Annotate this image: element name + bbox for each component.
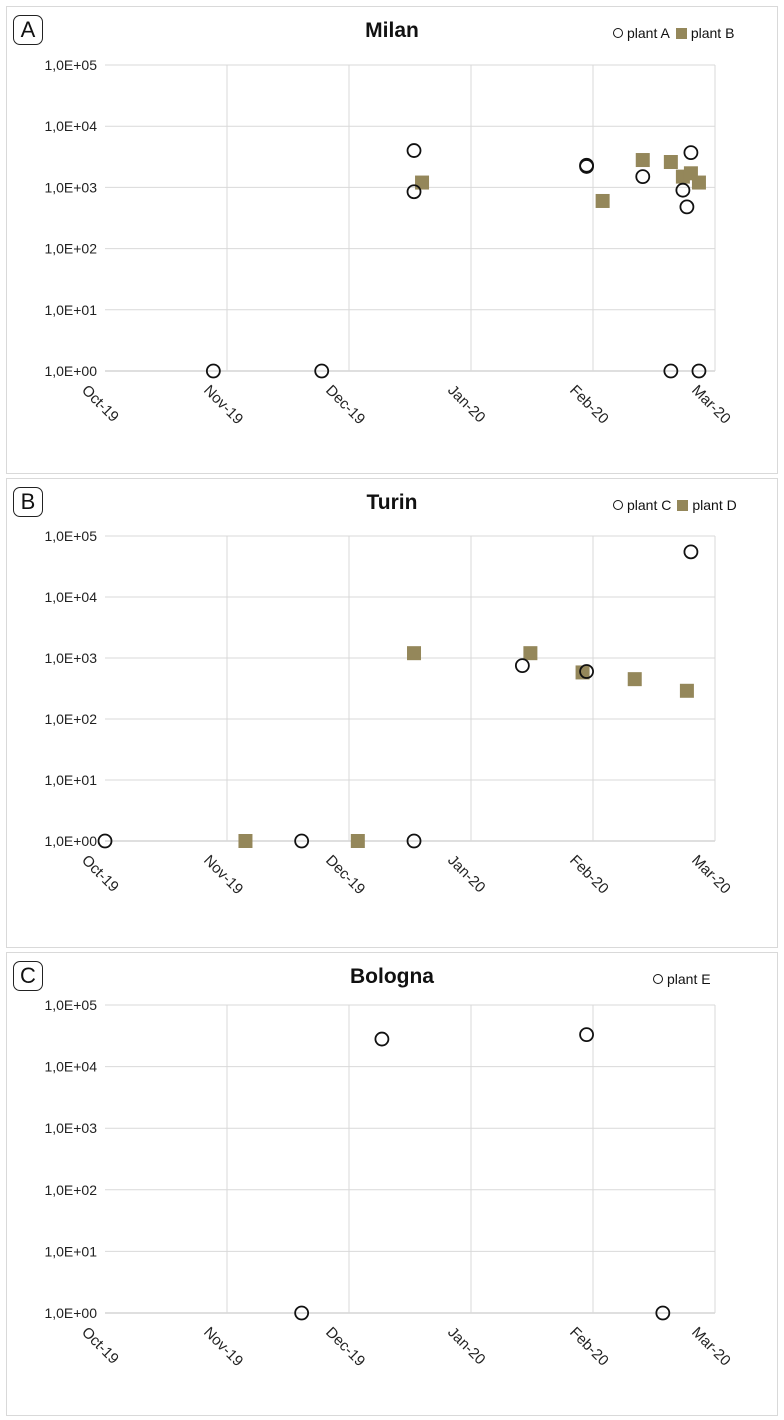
data-point-square: [415, 175, 430, 190]
data-point-circle: [579, 159, 594, 174]
y-tick-label: 1,0E+02: [44, 241, 97, 257]
x-tick-label: Mar-20: [688, 852, 734, 898]
x-tick-label: Dec-19: [322, 852, 368, 898]
chart-legend: plant E: [647, 971, 711, 987]
data-point-square: [627, 672, 642, 687]
chart-title: Milan: [365, 19, 419, 42]
x-tick-label: Mar-20: [688, 382, 734, 428]
data-point-square: [238, 834, 253, 848]
x-tick-label: Oct-19: [78, 1324, 122, 1368]
y-tick-label: 1,0E+00: [44, 833, 97, 849]
legend-item-plant-d: plant D: [677, 497, 737, 513]
legend-item-plant-c: plant C: [613, 497, 671, 513]
data-point-circle: [683, 145, 699, 161]
data-point-circle: [314, 363, 330, 379]
data-point-circle: [579, 1027, 594, 1043]
data-point-circle: [655, 1305, 671, 1321]
y-tick-label: 1,0E+04: [44, 118, 97, 134]
legend-label: plant A: [627, 25, 670, 41]
chart-title: Turin: [366, 491, 418, 514]
x-tick-label: Feb-20: [566, 852, 612, 898]
chart-legend: plant A plant B: [607, 25, 734, 41]
data-point-square: [523, 646, 538, 661]
data-point-square: [595, 193, 610, 208]
y-tick-label: 1,0E+00: [44, 1305, 97, 1321]
x-tick-label: Feb-20: [566, 1324, 612, 1370]
legend-item-plant-e: plant E: [653, 971, 711, 987]
legend-label: plant D: [692, 497, 737, 513]
data-point-circle: [97, 833, 113, 849]
data-point-circle: [635, 169, 651, 185]
y-tick-label: 1,0E+04: [44, 589, 97, 605]
x-tick-label: Feb-20: [566, 382, 612, 428]
x-tick-label: Oct-19: [78, 382, 122, 426]
x-tick-label: Mar-20: [688, 1324, 734, 1370]
x-tick-label: Nov-19: [200, 852, 246, 898]
panel-label: C: [13, 961, 43, 991]
legend-label: plant B: [690, 25, 735, 41]
legend-item-plant-b: plant B: [675, 25, 735, 41]
legend-label: plant C: [627, 497, 672, 513]
x-tick-label: Jan-20: [444, 1324, 488, 1368]
legend-item-plant-a: plant A: [613, 25, 670, 41]
x-tick-label: Nov-19: [200, 1324, 246, 1370]
data-point-circle: [205, 363, 221, 379]
circle-marker-icon: [613, 500, 623, 510]
milan-plot: 1,0E+00 1,0E+01 1,0E+02 1,0E+03 1,0E+04 1,0E+…: [44, 57, 734, 428]
data-point-circle: [691, 363, 707, 379]
data-point-circle: [374, 1031, 390, 1047]
data-point-circle: [579, 664, 594, 679]
x-tick-label: Dec-19: [322, 1324, 368, 1370]
x-tick-label: Dec-19: [322, 382, 368, 428]
data-point-circle: [294, 1305, 310, 1321]
data-point-circle: [663, 363, 679, 379]
data-point-square: [575, 665, 590, 680]
legend-label: plant E: [667, 971, 711, 987]
data-point-circle: [406, 184, 422, 200]
chart-legend: plant C plant D: [607, 497, 737, 513]
data-point-circle: [675, 182, 691, 198]
chart-panel-milan: 1,0E+00 1,0E+01 1,0E+02 1,0E+03 1,0E+04 1,0E+…: [6, 6, 778, 474]
y-tick-label: 1,0E+05: [44, 997, 97, 1013]
chart-title: Bologna: [350, 965, 434, 988]
x-tick-label: Jan-20: [444, 852, 488, 896]
y-tick-label: 1,0E+04: [44, 1059, 97, 1075]
data-point-square: [635, 153, 650, 168]
x-tick-label: Oct-19: [78, 852, 122, 896]
y-tick-label: 1,0E+03: [44, 650, 97, 666]
chart-panel-turin: 1,0E+00 1,0E+01 1,0E+02 1,0E+03 1,0E+04 1,0E+…: [6, 478, 778, 948]
data-point-square: [663, 155, 678, 170]
y-tick-label: 1,0E+05: [44, 57, 97, 73]
y-tick-label: 1,0E+02: [44, 711, 97, 727]
data-point-square: [679, 683, 694, 698]
panel-label: A: [13, 15, 43, 45]
panel-label: B: [13, 487, 43, 517]
circle-marker-icon: [653, 974, 663, 984]
y-tick-label: 1,0E+01: [44, 1243, 97, 1259]
x-tick-label: Nov-19: [200, 382, 246, 428]
square-marker-icon: [675, 27, 687, 39]
data-point-circle: [406, 833, 422, 849]
data-point-circle: [514, 658, 530, 674]
data-point-square: [407, 646, 422, 661]
bologna-plot: 1,0E+00 1,0E+01 1,0E+02 1,0E+03 1,0E+04 1,0E+…: [44, 997, 734, 1370]
square-marker-icon: [677, 499, 689, 511]
x-tick-label: Jan-20: [444, 382, 488, 426]
y-tick-label: 1,0E+03: [44, 1120, 97, 1136]
y-tick-label: 1,0E+05: [44, 528, 97, 544]
data-point-circle: [679, 199, 695, 215]
data-point-circle: [683, 544, 699, 560]
y-tick-label: 1,0E+01: [44, 302, 97, 318]
y-tick-label: 1,0E+00: [44, 363, 97, 379]
data-point-circle: [294, 833, 310, 849]
circle-marker-icon: [613, 28, 623, 38]
data-point-square: [350, 834, 365, 848]
data-point-circle: [406, 143, 422, 158]
chart-panel-bologna: 1,0E+00 1,0E+01 1,0E+02 1,0E+03 1,0E+04 1,0E+…: [6, 952, 778, 1416]
turin-plot: 1,0E+00 1,0E+01 1,0E+02 1,0E+03 1,0E+04 1,0E+…: [44, 528, 734, 898]
y-tick-label: 1,0E+03: [44, 179, 97, 195]
data-point-square: [691, 175, 706, 190]
y-tick-label: 1,0E+01: [44, 772, 97, 788]
y-tick-label: 1,0E+02: [44, 1182, 97, 1198]
